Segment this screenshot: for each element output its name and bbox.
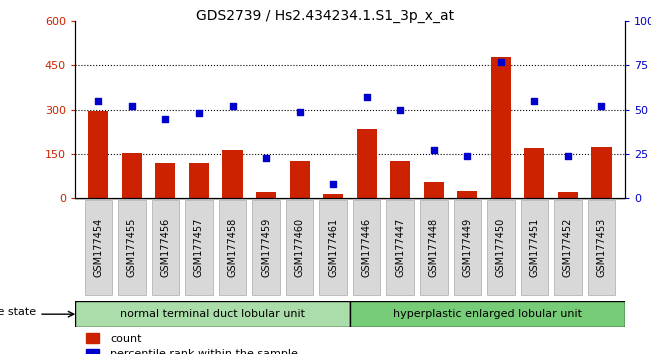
Bar bbox=[89, 111, 109, 198]
FancyBboxPatch shape bbox=[588, 200, 615, 295]
Text: GSM177450: GSM177450 bbox=[496, 218, 506, 278]
Text: GSM177455: GSM177455 bbox=[127, 218, 137, 278]
Point bbox=[529, 98, 540, 104]
Bar bbox=[524, 148, 544, 198]
Point bbox=[361, 95, 372, 100]
Text: GSM177458: GSM177458 bbox=[227, 218, 238, 278]
Text: GSM177460: GSM177460 bbox=[295, 218, 305, 278]
FancyBboxPatch shape bbox=[350, 301, 625, 327]
FancyBboxPatch shape bbox=[152, 200, 179, 295]
Bar bbox=[558, 192, 578, 198]
Point bbox=[495, 59, 506, 65]
FancyBboxPatch shape bbox=[253, 200, 280, 295]
Point bbox=[596, 103, 607, 109]
Point bbox=[227, 103, 238, 109]
Bar bbox=[223, 149, 243, 198]
Point bbox=[562, 153, 573, 159]
Bar bbox=[390, 161, 410, 198]
Bar bbox=[256, 192, 276, 198]
FancyBboxPatch shape bbox=[186, 200, 213, 295]
FancyBboxPatch shape bbox=[85, 200, 112, 295]
Point bbox=[194, 110, 204, 116]
Text: GSM177446: GSM177446 bbox=[362, 218, 372, 278]
Bar bbox=[86, 349, 99, 354]
Text: GDS2739 / Hs2.434234.1.S1_3p_x_at: GDS2739 / Hs2.434234.1.S1_3p_x_at bbox=[197, 9, 454, 23]
Text: disease state: disease state bbox=[0, 307, 36, 318]
Text: GSM177456: GSM177456 bbox=[160, 218, 171, 278]
Point bbox=[294, 109, 305, 114]
Text: normal terminal duct lobular unit: normal terminal duct lobular unit bbox=[120, 309, 305, 319]
Text: hyperplastic enlarged lobular unit: hyperplastic enlarged lobular unit bbox=[393, 309, 582, 319]
FancyBboxPatch shape bbox=[320, 200, 347, 295]
Bar bbox=[591, 147, 611, 198]
Point bbox=[127, 103, 137, 109]
Text: GSM177453: GSM177453 bbox=[596, 218, 607, 278]
Point bbox=[462, 153, 473, 159]
Bar bbox=[491, 57, 511, 198]
Text: GSM177452: GSM177452 bbox=[563, 218, 573, 278]
Bar bbox=[424, 182, 444, 198]
FancyBboxPatch shape bbox=[521, 200, 548, 295]
FancyBboxPatch shape bbox=[219, 200, 246, 295]
Bar bbox=[323, 194, 343, 198]
Bar bbox=[290, 161, 310, 198]
FancyBboxPatch shape bbox=[353, 200, 380, 295]
FancyBboxPatch shape bbox=[286, 200, 313, 295]
Text: GSM177454: GSM177454 bbox=[93, 218, 104, 278]
Text: GSM177449: GSM177449 bbox=[462, 218, 473, 278]
Point bbox=[428, 148, 439, 153]
Text: GSM177448: GSM177448 bbox=[429, 218, 439, 278]
Bar bbox=[457, 191, 477, 198]
Point bbox=[160, 116, 171, 121]
FancyBboxPatch shape bbox=[118, 200, 146, 295]
Bar bbox=[156, 163, 176, 198]
Bar bbox=[122, 153, 142, 198]
FancyBboxPatch shape bbox=[487, 200, 514, 295]
Text: GSM177451: GSM177451 bbox=[529, 218, 540, 278]
Point bbox=[328, 181, 339, 187]
Bar bbox=[189, 163, 209, 198]
Point bbox=[93, 98, 104, 104]
FancyBboxPatch shape bbox=[554, 200, 582, 295]
Point bbox=[395, 107, 406, 113]
Bar bbox=[86, 333, 99, 343]
Text: GSM177461: GSM177461 bbox=[328, 218, 338, 278]
Text: GSM177457: GSM177457 bbox=[194, 218, 204, 278]
FancyBboxPatch shape bbox=[75, 301, 350, 327]
FancyBboxPatch shape bbox=[387, 200, 414, 295]
Text: count: count bbox=[110, 334, 141, 344]
Bar bbox=[357, 129, 377, 198]
Text: percentile rank within the sample: percentile rank within the sample bbox=[110, 349, 298, 354]
FancyBboxPatch shape bbox=[454, 200, 481, 295]
Text: GSM177459: GSM177459 bbox=[261, 218, 271, 278]
FancyBboxPatch shape bbox=[420, 200, 447, 295]
Point bbox=[261, 155, 271, 160]
Text: GSM177447: GSM177447 bbox=[395, 218, 405, 278]
